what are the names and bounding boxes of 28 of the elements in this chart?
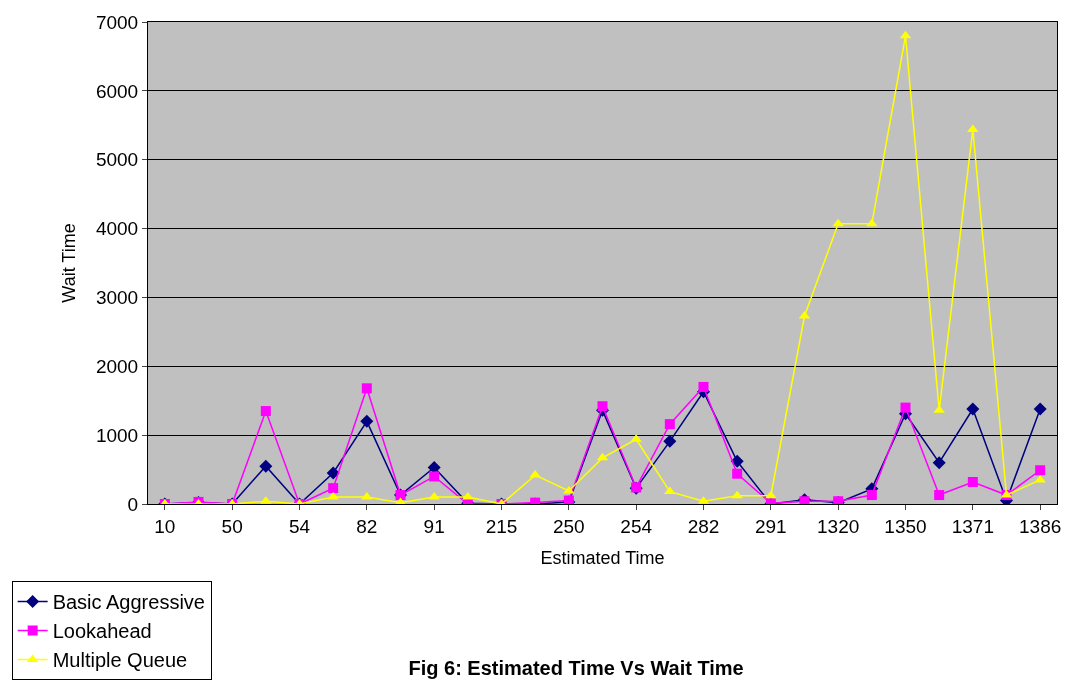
y-tick-label: 3000 bbox=[95, 287, 139, 309]
x-axis-title: Estimated Time bbox=[540, 547, 665, 568]
x-tick-label: 1350 bbox=[884, 515, 927, 537]
x-tick-label: 50 bbox=[221, 515, 243, 537]
legend-label: Lookahead bbox=[52, 620, 152, 643]
text: Fig 6: Estimated Time Vs Wait Time bbox=[408, 656, 744, 679]
y-axis-title: Wait Time bbox=[59, 223, 80, 303]
y-tick-label: 5000 bbox=[95, 149, 139, 171]
x-tick-label: 282 bbox=[687, 515, 720, 537]
x-tick-label: 1371 bbox=[951, 515, 994, 537]
x-tick-label: 254 bbox=[620, 515, 653, 537]
x-tick-label: 54 bbox=[288, 515, 311, 537]
x-tick-label: 91 bbox=[423, 515, 445, 537]
x-tick-label: 1320 bbox=[817, 515, 860, 537]
legend-label: Basic Aggressive bbox=[52, 591, 205, 614]
y-tick-label: 1000 bbox=[95, 424, 139, 446]
legend-label: Multiple Queue bbox=[52, 649, 188, 672]
x-tick-label: 1386 bbox=[1019, 515, 1062, 537]
y-tick-label: 4000 bbox=[95, 218, 139, 240]
x-tick-label: 250 bbox=[552, 515, 585, 537]
x-tick-label: 291 bbox=[754, 515, 787, 537]
x-tick-label: 215 bbox=[485, 515, 518, 537]
y-tick-label: 6000 bbox=[95, 80, 139, 102]
y-tick-label: 7000 bbox=[95, 11, 139, 33]
y-tick-label: 2000 bbox=[95, 355, 139, 377]
x-tick-label: 10 bbox=[154, 515, 176, 537]
y-tick-label: 0 bbox=[127, 493, 139, 515]
x-tick-label: 82 bbox=[356, 515, 378, 537]
